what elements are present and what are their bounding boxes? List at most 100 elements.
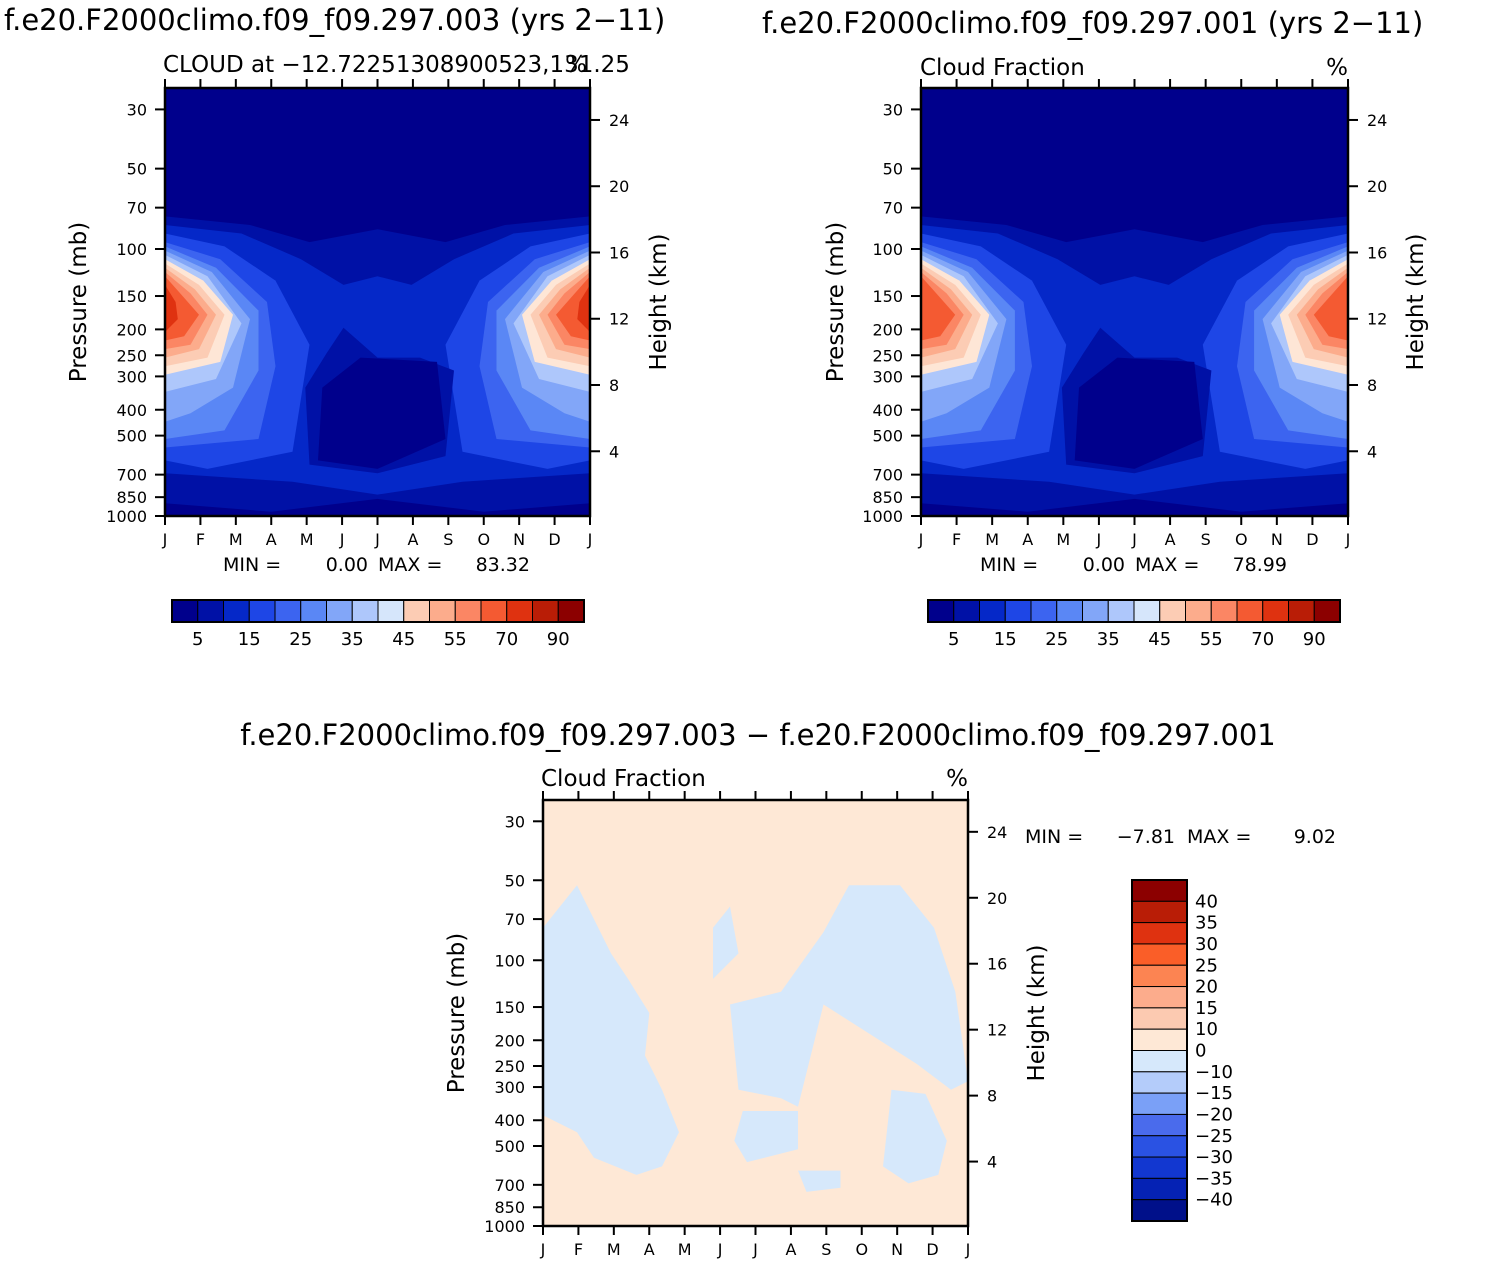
right-x-tick-label: S xyxy=(1201,530,1211,549)
left-y2-tick-label: 24 xyxy=(609,111,629,130)
right-colorbar-swatch xyxy=(1107,599,1135,623)
diff-y-tick-label: 100 xyxy=(494,951,525,970)
left-colorbar-swatch xyxy=(532,599,559,623)
right-colorbar-swatch xyxy=(1185,599,1212,623)
right-max-label: MAX = xyxy=(1135,554,1199,576)
left-x-tick-label: J xyxy=(374,530,380,549)
diff-y-tick-label: 200 xyxy=(494,1031,525,1050)
diff-y-tick-label: 50 xyxy=(505,871,525,890)
right-y2-axis-label: Height (km) xyxy=(1403,233,1429,370)
right-x-tick-label: M xyxy=(1056,530,1070,549)
diff-y-tick-label: 400 xyxy=(494,1111,525,1130)
left-colorbar-swatch xyxy=(557,599,585,623)
diff-colorbar-label: −25 xyxy=(1195,1126,1233,1147)
right-core-band-0 xyxy=(1074,357,1203,469)
right-colorbar-swatch xyxy=(1133,599,1161,623)
left-x-tick-label: M xyxy=(300,530,314,549)
right-colorbar-swatch xyxy=(1159,599,1186,623)
right-colorbar-swatch xyxy=(927,599,955,623)
diff-colorbar-swatch xyxy=(1131,1113,1188,1137)
right-min-value: 0.00 xyxy=(1083,554,1125,576)
diff-contour-field xyxy=(543,800,968,1226)
right-colorbar-swatch xyxy=(1056,599,1083,623)
left-subtitle: CLOUD at −12.72251308900523,131.25 xyxy=(163,52,630,78)
diff-y-tick-label: 30 xyxy=(505,812,525,831)
diff-colorbar-label: −40 xyxy=(1195,1190,1233,1211)
right-colorbar-label: 70 xyxy=(1251,629,1274,650)
left-y-tick-label: 200 xyxy=(116,320,147,339)
left-contour-field xyxy=(165,88,590,516)
left-colorbar-swatch xyxy=(300,599,327,623)
right-y-tick-label: 400 xyxy=(872,401,903,420)
right-x-tick-label: O xyxy=(1235,530,1248,549)
right-y-tick-label: 700 xyxy=(872,466,903,485)
left-y-tick-label: 1000 xyxy=(106,507,147,526)
left-axes: J F M A M J J A S O N D J 30 50 70 100 150 200 250 300 400 500… xyxy=(106,79,629,549)
right-subtitle: Cloud Fraction xyxy=(920,55,1085,81)
right-min-label: MIN = xyxy=(980,554,1038,576)
diff-colorbar-label: −15 xyxy=(1195,1083,1233,1104)
right-colorbar-label: 35 xyxy=(1097,629,1120,650)
left-x-tick-label: S xyxy=(443,530,453,549)
diff-x-tick-label: J xyxy=(717,1240,723,1259)
left-y-tick-label: 500 xyxy=(116,427,147,446)
right-x-tick-label: J xyxy=(1096,530,1102,549)
right-x-tick-label: N xyxy=(1271,530,1283,549)
diff-x-tick-label: M xyxy=(607,1240,621,1259)
right-y2-tick-label: 8 xyxy=(1367,376,1377,395)
left-x-tick-label: A xyxy=(266,530,277,549)
diff-y-tick-label: 150 xyxy=(494,998,525,1017)
diff-y2-tick-label: 20 xyxy=(987,889,1007,908)
left-band-13a xyxy=(165,276,199,341)
diff-colorbar-label: 40 xyxy=(1195,891,1218,912)
right-y-tick-label: 250 xyxy=(872,346,903,365)
right-y-tick-label: 850 xyxy=(872,488,903,507)
right-y-axis-label: Pressure (mb) xyxy=(823,222,849,382)
diff-max-value: 9.02 xyxy=(1294,826,1336,848)
diff-y-tick-label: 250 xyxy=(494,1057,525,1076)
diff-colorbar-label: 20 xyxy=(1195,977,1218,998)
left-y-tick-label: 250 xyxy=(116,346,147,365)
right-band-13a xyxy=(921,276,956,341)
diff-negative-region-small xyxy=(798,1170,841,1192)
diff-y2-axis-label: Height (km) xyxy=(1024,944,1050,1081)
left-colorbar-frame xyxy=(171,599,585,623)
diff-max-label: MAX = xyxy=(1187,826,1251,848)
right-colorbar-swatch xyxy=(1210,599,1238,623)
diff-negative-region-center xyxy=(734,1111,798,1163)
right-y-tick-label: 200 xyxy=(872,320,903,339)
right-contour-field xyxy=(921,88,1348,516)
diff-y-tick-label: 500 xyxy=(494,1137,525,1156)
left-band-14b xyxy=(577,284,590,332)
diff-colorbar-label: −20 xyxy=(1195,1104,1233,1125)
diff-colorbar-swatch xyxy=(1131,1092,1188,1115)
left-min-label: MIN = xyxy=(223,554,281,576)
left-colorbar-swatch xyxy=(248,599,276,623)
left-y-tick-label: 150 xyxy=(116,287,147,306)
left-colorbar-swatch xyxy=(429,599,456,623)
left-colorbar-swatch xyxy=(377,599,405,623)
diff-min-value: −7.81 xyxy=(1117,826,1175,848)
right-y2-tick-label: 4 xyxy=(1367,442,1377,461)
left-y-tick-label: 30 xyxy=(127,100,147,119)
left-max-value: 83.32 xyxy=(476,554,530,576)
left-y-tick-label: 50 xyxy=(127,160,147,179)
left-colorbar-swatch xyxy=(454,599,482,623)
right-colorbar-swatch xyxy=(1288,599,1315,623)
left-colorbar-swatch xyxy=(326,599,353,623)
diff-colorbar-label: 35 xyxy=(1195,913,1218,934)
diff-negative-region-east xyxy=(730,885,968,1107)
left-x-tick-label: J xyxy=(162,530,168,549)
right-colorbar-swatch xyxy=(1236,599,1264,623)
right-colorbar-label: 15 xyxy=(994,629,1017,650)
left-colorbar-label: 55 xyxy=(444,629,467,650)
right-x-tick-label: J xyxy=(918,530,924,549)
right-plot: Cloud Fraction % J F M A M J J A S O N D J 30 50 70 100 1… xyxy=(823,55,1429,650)
left-y-tick-label: 850 xyxy=(116,488,147,507)
right-units: % xyxy=(1326,55,1348,81)
diff-y-tick-label: 70 xyxy=(505,910,525,929)
diff-x-tick-label: J xyxy=(540,1240,546,1259)
diff-y-tick-label: 850 xyxy=(494,1198,525,1217)
right-y-tick-label: 500 xyxy=(872,427,903,446)
